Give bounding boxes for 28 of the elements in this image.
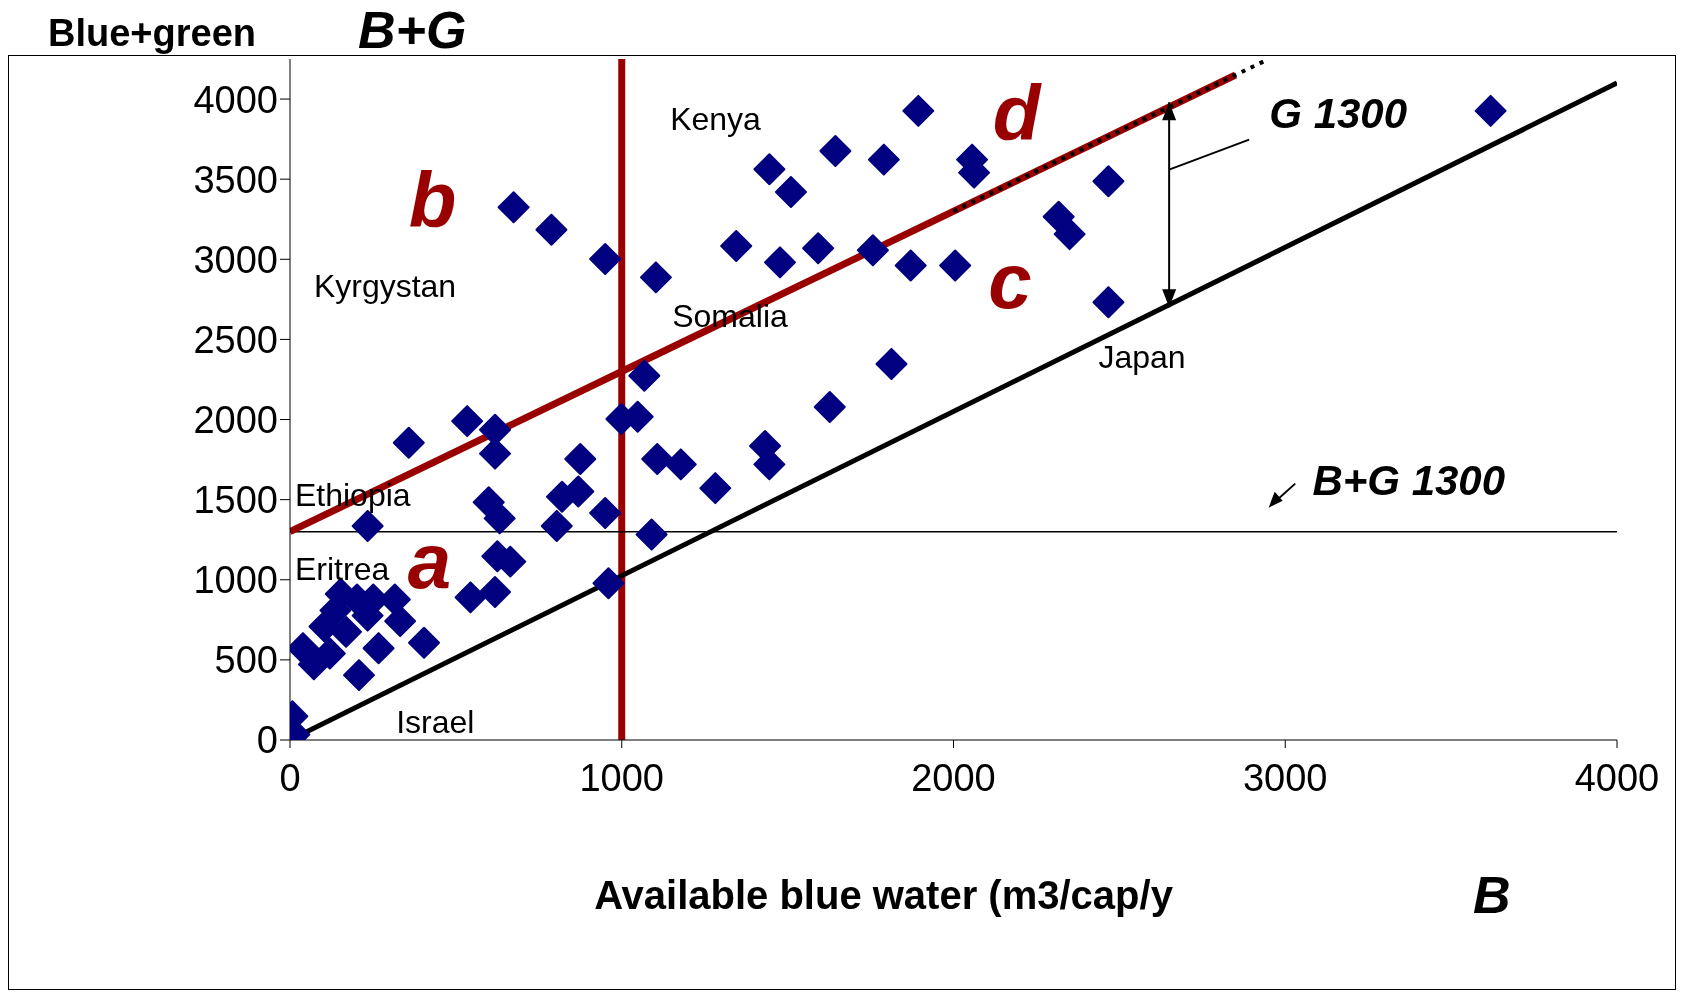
annotation: Japan: [1098, 339, 1186, 376]
x-tick-label: 4000: [1574, 756, 1660, 799]
y-tick-label: 2500: [193, 318, 278, 361]
y-tick-label: 3000: [193, 238, 278, 281]
annotation: c: [988, 236, 1032, 325]
x-tick-label: 3000: [1242, 756, 1328, 799]
x-axis-title: Available blue water (m3/cap/y: [594, 873, 1174, 917]
annotation: G 1300: [1269, 89, 1408, 137]
annotation: d: [992, 69, 1042, 158]
annotation: b: [408, 155, 457, 244]
text: B+G: [358, 1, 467, 59]
y-tick-label: 1000: [193, 559, 278, 602]
annotation: Israel: [396, 704, 475, 741]
y-tick-label: 1500: [193, 479, 278, 522]
annotation: B+G 1300: [1312, 457, 1506, 505]
y-tick-label: 500: [214, 639, 278, 682]
text: B: [1473, 866, 1511, 924]
annotation: Kyrgystan: [313, 268, 457, 305]
y-tick-label: 4000: [193, 78, 278, 121]
x-tick-label: 1000: [579, 756, 665, 799]
x-tick-label: 2000: [911, 756, 996, 799]
annotation: Kenya: [670, 100, 762, 137]
annotation: Eritrea: [294, 551, 390, 588]
y-tick-label: 0: [256, 719, 278, 762]
y-tick-label: 2000: [193, 399, 278, 442]
y-tick-label: 3500: [193, 158, 278, 201]
annotation: a: [407, 516, 452, 605]
y-axis-title: Blue+green: [48, 12, 257, 54]
